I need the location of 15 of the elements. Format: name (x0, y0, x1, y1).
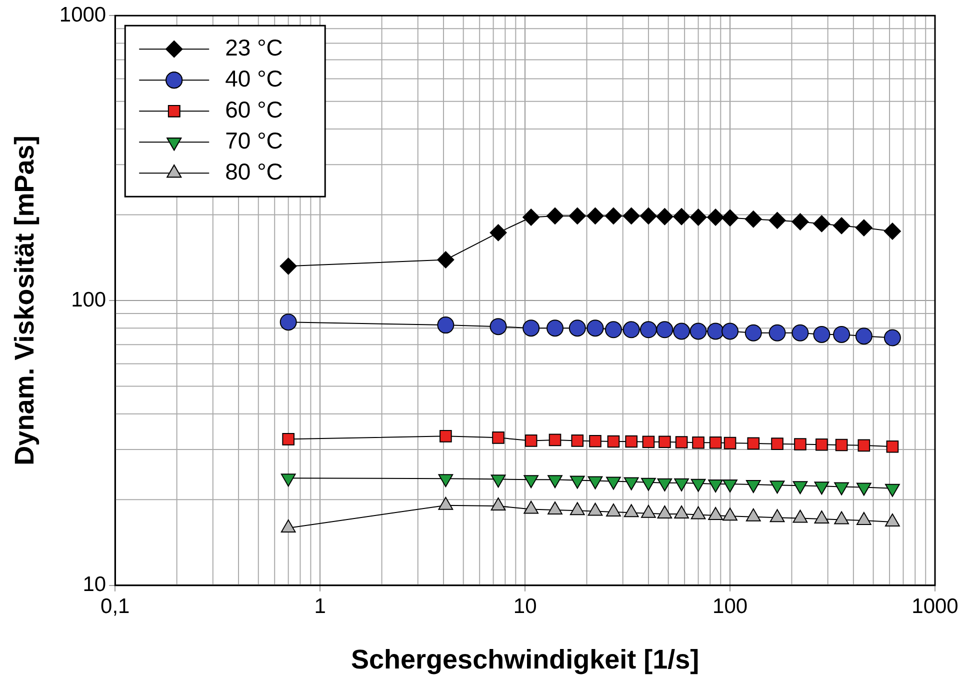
legend-label: 70 °C (225, 127, 283, 154)
x-tick-label: 1 (314, 594, 326, 618)
legend-label: 40 °C (225, 65, 283, 92)
x-tick-label: 10 (513, 594, 537, 618)
y-tick-label: 100 (71, 288, 106, 312)
x-axis-title: Schergeschwindigkeit [1/s] (351, 644, 700, 674)
y-tick-label: 1000 (59, 3, 106, 26)
y-tick-label: 10 (82, 573, 106, 596)
x-tick-label: 0,1 (100, 594, 130, 618)
y-axis-title: Dynam. Viskosität [mPas] (10, 136, 40, 466)
x-tick-label: 1000 (912, 594, 958, 618)
x-tick-label: 100 (712, 594, 748, 618)
legend-label: 23 °C (225, 34, 283, 60)
legend-label: 60 °C (225, 96, 283, 122)
legend-label: 80 °C (225, 158, 283, 184)
